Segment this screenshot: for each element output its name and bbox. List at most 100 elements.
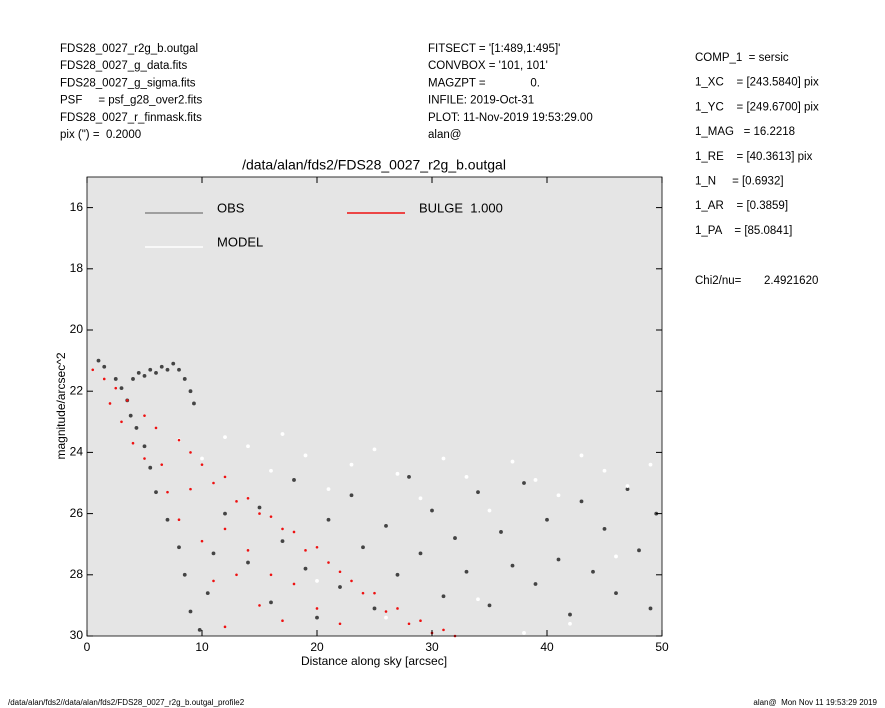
- point: [182, 377, 187, 381]
- y-tick-label: 30: [70, 628, 84, 642]
- legend-label: MODEL: [217, 234, 263, 249]
- point: [177, 545, 181, 550]
- point: [361, 591, 365, 595]
- point: [602, 527, 607, 531]
- point: [315, 545, 319, 549]
- point: [476, 490, 480, 495]
- point: [246, 444, 250, 449]
- point: [246, 560, 250, 565]
- point: [131, 377, 135, 381]
- point: [407, 622, 411, 626]
- y-tick-label: 26: [70, 506, 84, 520]
- point: [372, 606, 377, 611]
- point: [568, 621, 572, 626]
- point: [177, 438, 181, 442]
- header-middle-line: MAGZPT = 0.: [428, 77, 540, 89]
- y-axis-label: magnitude/arcsec^2: [54, 352, 68, 459]
- x-tick-label: 40: [540, 640, 554, 654]
- point: [579, 453, 584, 458]
- point: [338, 585, 342, 589]
- point: [338, 570, 342, 574]
- point: [464, 569, 469, 574]
- point: [258, 512, 261, 515]
- point: [442, 628, 445, 632]
- point: [326, 487, 331, 492]
- x-tick-label: 10: [195, 640, 209, 654]
- point: [223, 527, 227, 531]
- point: [648, 462, 653, 467]
- point: [522, 481, 526, 485]
- y-tick-label: 16: [70, 200, 84, 214]
- point: [159, 364, 164, 369]
- point: [154, 490, 158, 495]
- chi-label: Chi2/nu=: [695, 275, 742, 287]
- point: [281, 527, 284, 531]
- point: [315, 579, 319, 583]
- chi-value: 2.4921620: [764, 275, 818, 287]
- header-middle-line: PLOT: 11-Nov-2019 19:53:29.00: [428, 112, 593, 124]
- point: [142, 444, 147, 449]
- header-middle-line: FITSECT = '[1:489,1:495]': [428, 43, 560, 55]
- point: [441, 594, 446, 599]
- point: [556, 493, 561, 498]
- header-middle-line: alan@: [428, 129, 461, 141]
- header-left-line: FDS28_0027_g_data.fits: [60, 60, 187, 72]
- point: [197, 627, 202, 632]
- point: [361, 545, 365, 550]
- point: [200, 539, 204, 543]
- point: [522, 631, 526, 635]
- point: [372, 447, 377, 452]
- point: [148, 367, 153, 372]
- point: [212, 481, 215, 485]
- point: [257, 505, 262, 510]
- point: [533, 478, 538, 482]
- point: [246, 549, 250, 552]
- point: [200, 463, 204, 466]
- point: [510, 563, 515, 568]
- x-tick-label: 20: [310, 640, 324, 654]
- point: [395, 471, 400, 476]
- point: [102, 364, 107, 369]
- point: [384, 610, 388, 613]
- point: [280, 432, 285, 436]
- y-tick-label: 28: [70, 567, 84, 581]
- point: [453, 536, 457, 540]
- header-right-line: 1_XC = [243.5840] pix: [695, 77, 819, 89]
- footer-right: alan@ Mon Nov 11 19:53:29 2019: [753, 698, 877, 707]
- point: [396, 607, 399, 610]
- point: [637, 548, 641, 553]
- point: [315, 615, 319, 620]
- point: [128, 413, 133, 418]
- point: [125, 399, 129, 402]
- header-right-line: 1_YC = [249.6700] pix: [695, 101, 819, 113]
- point: [223, 475, 227, 479]
- point: [119, 386, 124, 391]
- point: [200, 456, 204, 461]
- point: [315, 607, 319, 610]
- point: [166, 490, 169, 494]
- header-left-line: FDS28_0027_r_finmask.fits: [60, 112, 202, 124]
- point: [212, 579, 215, 583]
- point: [648, 606, 653, 611]
- point: [143, 414, 146, 417]
- point: [223, 435, 227, 439]
- point: [419, 619, 422, 622]
- point: [223, 511, 227, 516]
- point: [154, 370, 158, 375]
- point: [384, 615, 388, 620]
- x-tick-label: 0: [84, 640, 91, 654]
- point: [625, 484, 630, 488]
- point: [350, 579, 353, 583]
- point: [292, 478, 296, 482]
- point: [499, 530, 503, 534]
- point: [102, 377, 106, 381]
- point: [120, 420, 123, 424]
- point: [235, 500, 238, 503]
- header-middle-line: CONVBOX = '101, 101': [428, 60, 548, 72]
- x-tick-label: 30: [425, 640, 439, 654]
- header-left-line: PSF = psf_g28_over2.fits: [60, 95, 202, 107]
- point: [223, 625, 227, 629]
- point: [373, 591, 376, 595]
- point: [464, 474, 469, 479]
